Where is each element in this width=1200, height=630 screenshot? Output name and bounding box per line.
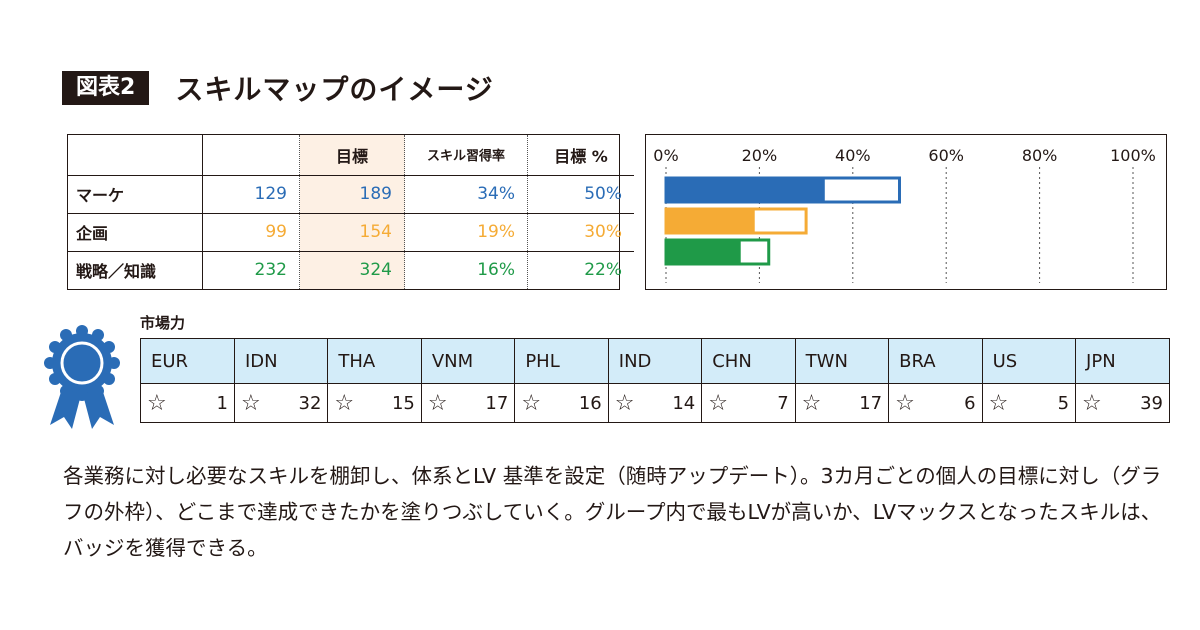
chart-svg: 0% 20% 40% 60% 80% 100% bbox=[653, 146, 1156, 283]
skill-rate-bar bbox=[666, 178, 825, 202]
market-table: EUR IDN THA VNM PHL IND CHN TWN BRA US JPN ☆ 1 ☆ 32 ☆ 1… bbox=[140, 338, 1170, 423]
x-tick-label: 80% bbox=[1022, 146, 1058, 165]
market-value-cell: ☆ 39 bbox=[1076, 384, 1169, 423]
market-country-eur: EUR bbox=[141, 339, 235, 384]
market-value-cell: ☆ 15 bbox=[327, 383, 422, 422]
market-value-cell: ☆ 1 bbox=[141, 383, 235, 422]
star-icon: ☆ bbox=[334, 390, 355, 416]
skill-bar-chart: 0% 20% 40% 60% 80% 100% bbox=[645, 134, 1167, 290]
star-icon: ☆ bbox=[801, 390, 822, 416]
row-current: 99 bbox=[202, 212, 300, 251]
market-country-tha: THA bbox=[327, 339, 422, 384]
table-header-cell bbox=[202, 135, 300, 176]
row-name: マーケ bbox=[68, 174, 203, 213]
market-value-cell: ☆ 16 bbox=[514, 383, 609, 422]
table-row: マーケ 129 189 34% 50% bbox=[68, 174, 634, 213]
table-header-target-pct: 目標 % bbox=[527, 135, 634, 176]
star-icon: ☆ bbox=[240, 390, 261, 416]
market-country-chn: CHN bbox=[701, 339, 796, 384]
market-value: 5 bbox=[1057, 392, 1070, 414]
description-text: 各業務に対し必要なスキルを棚卸し、体系とLV 基準を設定（随時アップデート）。3… bbox=[63, 464, 1162, 560]
table-header-target: 目標 bbox=[299, 135, 405, 176]
ribbon-badge-icon bbox=[44, 325, 120, 429]
market-value-cell: ☆ 17 bbox=[421, 383, 516, 422]
market-value: 17 bbox=[859, 392, 883, 414]
market-country-twn: TWN bbox=[795, 339, 890, 384]
market-value: 7 bbox=[777, 392, 789, 414]
figure-label: 図表2 bbox=[62, 71, 150, 105]
skill-rate-bar bbox=[666, 240, 741, 264]
star-icon: ☆ bbox=[614, 390, 635, 416]
market-value: 39 bbox=[1140, 392, 1163, 414]
row-target-pct: 50% bbox=[527, 174, 634, 213]
market-value: 17 bbox=[485, 392, 509, 414]
market-label: 市場力 bbox=[140, 314, 186, 332]
row-name: 戦略／知識 bbox=[68, 250, 203, 289]
row-current: 129 bbox=[202, 174, 300, 213]
table-row: 企画 99 154 19% 30% bbox=[68, 212, 634, 251]
row-name: 企画 bbox=[68, 212, 203, 251]
market-value-cell: ☆ 32 bbox=[234, 383, 329, 422]
market-value: 1 bbox=[216, 392, 228, 414]
market-value: 32 bbox=[298, 392, 322, 414]
market-value: 6 bbox=[964, 392, 976, 414]
x-tick-label: 60% bbox=[928, 146, 964, 165]
market-country-jpn: JPN bbox=[1075, 339, 1169, 384]
star-icon: ☆ bbox=[521, 390, 542, 416]
page-title: スキルマップのイメージ bbox=[175, 73, 494, 106]
star-icon: ☆ bbox=[988, 390, 1009, 416]
market-country-idn: IDN bbox=[234, 339, 329, 384]
row-current: 232 bbox=[202, 250, 300, 289]
market-value-cell: ☆ 5 bbox=[982, 383, 1077, 422]
x-tick-label: 20% bbox=[742, 146, 778, 165]
star-icon: ☆ bbox=[147, 390, 167, 416]
row-target: 154 bbox=[299, 212, 405, 251]
star-icon: ☆ bbox=[708, 390, 728, 416]
market-value-cell: ☆ 7 bbox=[701, 383, 796, 422]
row-target-pct: 30% bbox=[527, 212, 634, 251]
market-country-us: US bbox=[982, 339, 1077, 384]
table-header-row: 目標 スキル習得率 目標 % bbox=[68, 135, 634, 176]
star-icon: ☆ bbox=[427, 390, 448, 416]
table-header-skill-rate: スキル習得率 bbox=[404, 135, 528, 176]
row-target: 189 bbox=[299, 174, 405, 213]
market-country-vnm: VNM bbox=[421, 339, 516, 384]
row-rate: 19% bbox=[404, 212, 528, 251]
market-value-cell: ☆ 17 bbox=[795, 383, 890, 422]
x-tick-label: 100% bbox=[1110, 146, 1156, 165]
table-header-cell bbox=[68, 135, 203, 176]
market-country-phl: PHL bbox=[514, 339, 609, 384]
market-country-bra: BRA bbox=[888, 339, 983, 384]
market-value: 15 bbox=[391, 392, 415, 414]
row-target: 324 bbox=[299, 250, 405, 289]
figure-header: 図表2 スキルマップのイメージ bbox=[62, 70, 494, 106]
market-header-row: EUR IDN THA VNM PHL IND CHN TWN BRA US JPN bbox=[141, 339, 1169, 384]
skills-table: 目標 スキル習得率 目標 % マーケ 129 189 34% 50% 企画 99… bbox=[67, 134, 634, 290]
table-row: 戦略／知識 232 324 16% 22% bbox=[68, 250, 634, 289]
skill-rate-bar bbox=[666, 209, 755, 233]
market-value: 14 bbox=[672, 392, 696, 414]
star-icon: ☆ bbox=[1082, 390, 1102, 416]
star-icon: ☆ bbox=[895, 390, 915, 416]
market-value-row: ☆ 1 ☆ 32 ☆ 15 ☆ 17 ☆ 16 ☆ 14 ☆ 7 ☆ 17 ☆ 6 ☆ 5 ☆ 39 bbox=[141, 383, 1169, 423]
market-country-ind: IND bbox=[608, 339, 703, 384]
row-rate: 16% bbox=[404, 250, 528, 289]
row-rate: 34% bbox=[404, 174, 528, 213]
row-target-pct: 22% bbox=[527, 250, 634, 289]
market-value-cell: ☆ 14 bbox=[608, 383, 703, 422]
market-value: 16 bbox=[578, 392, 602, 414]
market-value-cell: ☆ 6 bbox=[888, 383, 983, 422]
x-tick-label: 0% bbox=[653, 146, 678, 165]
x-tick-label: 40% bbox=[835, 146, 871, 165]
